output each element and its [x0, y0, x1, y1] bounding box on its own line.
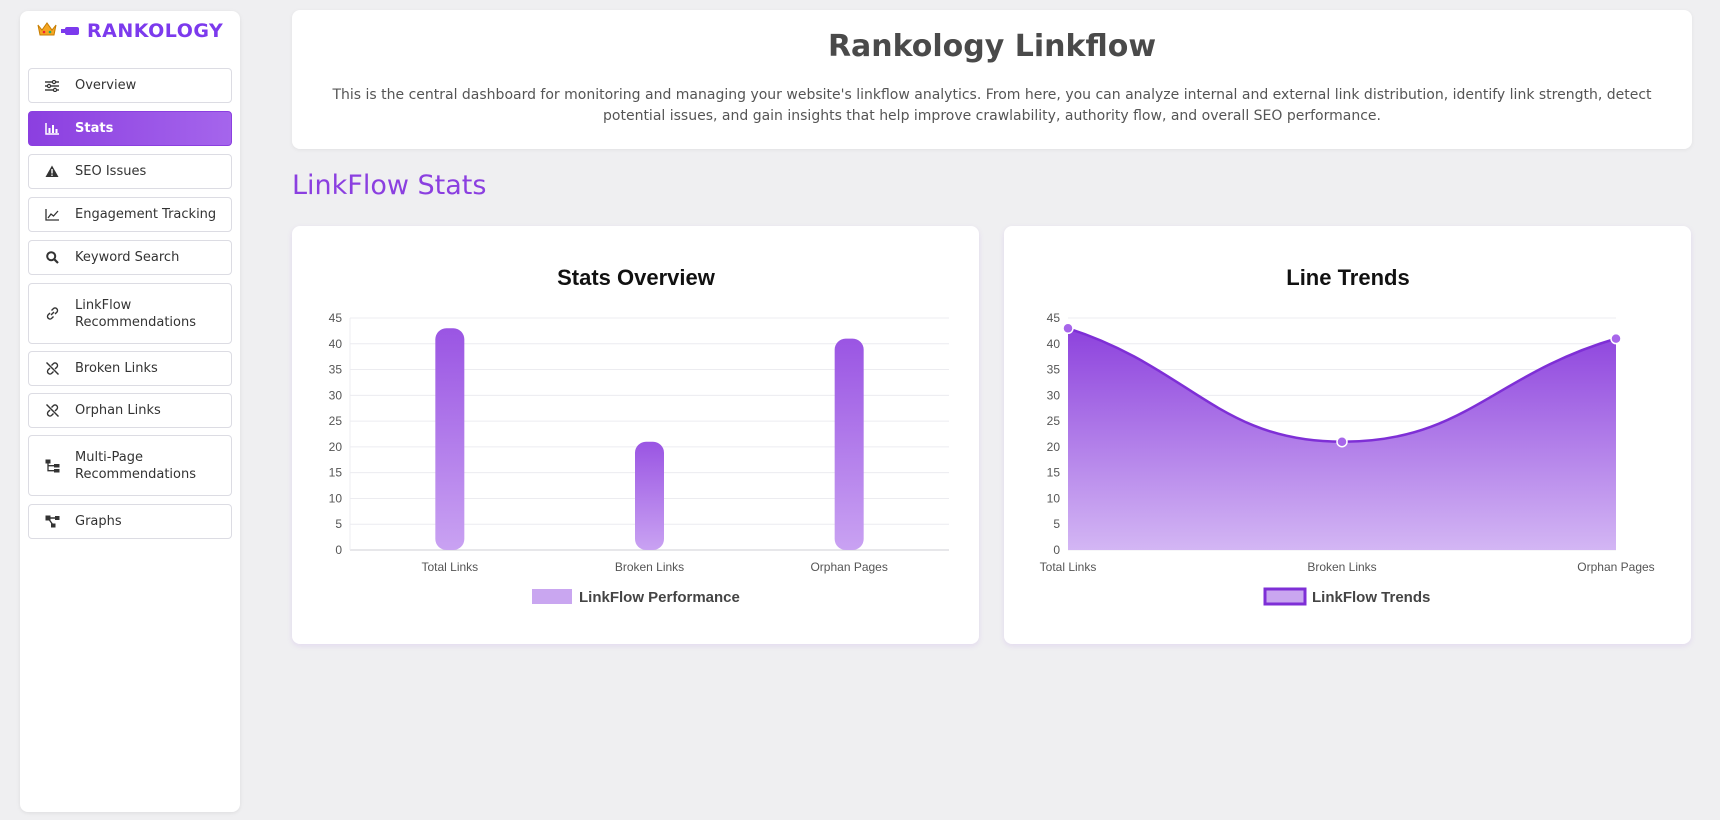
sidebar-item-label: SEO Issues [75, 164, 147, 179]
y-tick-label: 25 [1047, 414, 1061, 428]
sidebar-item-label: LinkFlow Recommendations [75, 297, 197, 330]
x-tick-label: Orphan Pages [810, 560, 887, 574]
y-tick-label: 45 [329, 311, 343, 325]
section-title: LinkFlow Stats [292, 170, 487, 201]
sidebar-item-label: Multi-Page Recommendations [75, 449, 197, 482]
sidebar-item-linkflow-recommendations[interactable]: LinkFlow Recommendations [28, 283, 232, 344]
y-tick-label: 15 [329, 466, 343, 480]
page-description: This is the central dashboard for monito… [332, 87, 1652, 124]
sidebar-item-multi-page-recommendations[interactable]: Multi-Page Recommendations [28, 435, 232, 496]
y-tick-label: 0 [1053, 543, 1060, 557]
pointer-icon [61, 27, 79, 35]
data-point[interactable] [1062, 322, 1074, 335]
y-tick-label: 20 [329, 440, 343, 454]
bar-chart-icon [44, 121, 60, 137]
sitemap-icon [44, 458, 60, 474]
search-icon [44, 250, 60, 266]
x-tick-label: Total Links [1040, 560, 1097, 574]
y-tick-label: 40 [329, 337, 343, 351]
sidebar-item-keyword-search[interactable]: Keyword Search [28, 240, 232, 275]
brand-name: RANKOLOGY [87, 20, 224, 42]
y-tick-label: 10 [1047, 491, 1061, 505]
x-tick-label: Orphan Pages [1577, 560, 1654, 574]
y-tick-label: 0 [335, 543, 342, 557]
x-tick-label: Total Links [421, 560, 478, 574]
crown-icon [37, 21, 57, 42]
area-fill [1068, 328, 1616, 550]
sidebar-item-engagement-tracking[interactable]: Engagement Tracking [28, 197, 232, 232]
sidebar-item-seo-issues[interactable]: SEO Issues [28, 154, 232, 189]
legend-swatch[interactable] [532, 589, 572, 604]
graph-icon [44, 514, 60, 530]
chart-title: Stats Overview [557, 265, 716, 290]
page-title: Rankology Linkflow [827, 29, 1157, 64]
stats-overview-chart: Stats Overview 0 5 10 15 20 25 30 35 40 45 Total L… [329, 265, 949, 606]
sidebar-item-label: Keyword Search [75, 250, 180, 265]
line-chart-icon [44, 207, 60, 223]
sidebar-item-orphan-links[interactable]: Orphan Links [28, 393, 232, 428]
y-tick-label: 30 [329, 388, 343, 402]
chart-title: Line Trends [1286, 265, 1409, 290]
legend-swatch[interactable] [1263, 587, 1307, 606]
sidebar-item-label: Overview [75, 78, 137, 93]
sidebar-item-label: Engagement Tracking [75, 207, 217, 222]
y-tick-label: 25 [329, 414, 343, 428]
sidebar-item-broken-links[interactable]: Broken Links [28, 351, 232, 386]
y-tick-label: 35 [1047, 363, 1061, 377]
sidebar: RANKOLOGY Overview Stats SEO Issues Enga… [20, 11, 240, 812]
stats-overview-card: Stats Overview 0 5 10 15 20 25 30 35 40 45 Total L… [292, 226, 979, 644]
warning-icon [44, 164, 60, 180]
broken-link-icon [44, 361, 60, 377]
sidebar-item-label: Broken Links [75, 361, 158, 376]
line-trends-chart: Line Trends 0 5 10 15 20 25 30 35 40 45 Total Link… [1040, 265, 1655, 606]
logo[interactable]: RANKOLOGY [20, 11, 240, 51]
x-tick-label: Broken Links [615, 560, 684, 574]
sidebar-item-label: Orphan Links [75, 403, 161, 418]
bar[interactable] [635, 441, 664, 550]
sidebar-item-stats[interactable]: Stats [28, 111, 232, 146]
x-tick-label: Broken Links [1307, 560, 1376, 574]
broken-link-icon [44, 403, 60, 419]
y-tick-label: 5 [1053, 517, 1060, 531]
y-tick-label: 5 [335, 517, 342, 531]
sliders-icon [44, 78, 60, 94]
sidebar-item-label: Stats [75, 121, 114, 136]
y-tick-label: 35 [329, 363, 343, 377]
legend-label[interactable]: LinkFlow Trends [1312, 589, 1430, 606]
legend-label[interactable]: LinkFlow Performance [579, 589, 740, 606]
sidebar-item-graphs[interactable]: Graphs [28, 504, 232, 539]
bar[interactable] [435, 328, 465, 550]
y-tick-label: 15 [1047, 466, 1061, 480]
data-point[interactable] [1336, 435, 1348, 448]
y-tick-label: 45 [1047, 311, 1061, 325]
data-point[interactable] [1610, 332, 1622, 345]
header-card: Rankology Linkflow This is the central d… [292, 10, 1692, 149]
bar[interactable] [834, 338, 864, 550]
link-icon [44, 306, 60, 322]
y-tick-label: 20 [1047, 440, 1061, 454]
sidebar-item-overview[interactable]: Overview [28, 68, 232, 103]
y-tick-label: 10 [329, 491, 343, 505]
line-trends-card: Line Trends 0 5 10 15 20 25 30 35 40 45 Total Link… [1004, 226, 1691, 644]
sidebar-item-label: Graphs [75, 514, 122, 529]
y-tick-label: 30 [1047, 388, 1061, 402]
y-tick-label: 40 [1047, 337, 1061, 351]
